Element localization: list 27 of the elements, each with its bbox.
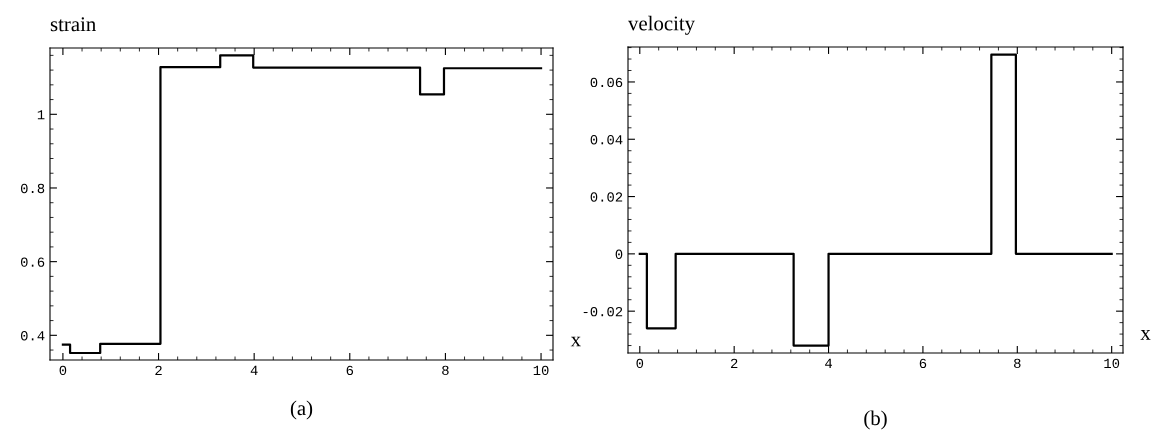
text: (a) (290, 400, 313, 420)
x-tick-label: 10 (1104, 358, 1120, 369)
x-axis-title: x (1140, 330, 1151, 340)
x-tick-label: 4 (825, 358, 833, 368)
x-tick-label: 0 (59, 365, 67, 376)
y-axis-title: velocity (628, 15, 696, 35)
x-tick-label: 8 (442, 365, 449, 376)
y-tick-label: 0.8 (20, 183, 45, 194)
y-tick-label: 0.04 (590, 135, 623, 145)
x-axis-title: x (570, 336, 581, 347)
y-axis-title: strain (50, 17, 96, 32)
x-tick-label: 6 (919, 358, 927, 369)
y-tick-label: 0.4 (20, 331, 45, 341)
y-tick-label: 1 (37, 110, 45, 120)
x-tick-label: 8 (1014, 358, 1021, 369)
x-tick-label: 10 (533, 365, 549, 376)
x-tick-label: 6 (346, 365, 354, 376)
x-tick-label: 2 (155, 365, 162, 375)
x-tick-label: 0 (636, 358, 644, 369)
text: (b) (864, 410, 887, 430)
y-tick-label: 0 (615, 249, 623, 260)
x-tick-label: 4 (250, 365, 258, 375)
y-tick-label: 0.06 (590, 77, 623, 88)
y-tick-label: -0.02 (583, 306, 623, 317)
y-tick-label: 0.6 (20, 257, 45, 267)
y-tick-label: 0.02 (590, 192, 623, 202)
x-tick-label: 2 (730, 358, 738, 368)
